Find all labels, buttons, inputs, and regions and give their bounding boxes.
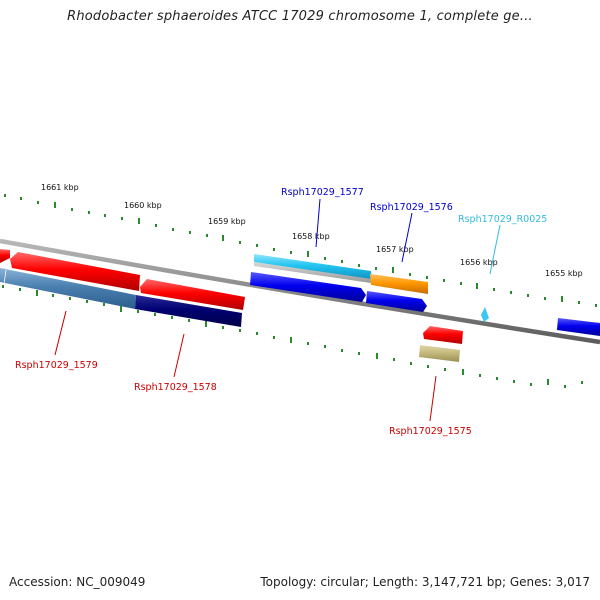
ruler-label-1658: 1658 kbp bbox=[292, 232, 330, 241]
ruler-label-1656: 1656 kbp bbox=[460, 258, 498, 267]
inner-ruler-ticks bbox=[2, 285, 583, 388]
gene-boundary-mark bbox=[3, 269, 7, 285]
gene-arrow-left-edge[interactable] bbox=[0, 249, 10, 263]
leader-line-1579 bbox=[54, 310, 67, 356]
ruler-label-1655: 1655 kbp bbox=[545, 269, 583, 278]
gene-arrow-olive[interactable] bbox=[419, 345, 460, 362]
gene-label-1575[interactable]: Rsph17029_1575 bbox=[389, 426, 472, 437]
leader-line-r0025 bbox=[489, 224, 501, 275]
chromosome-backbone bbox=[0, 238, 600, 345]
genome-summary-text: Topology: circular; Length: 3,147,721 bp… bbox=[260, 575, 590, 589]
gene-arrow-blue-3[interactable] bbox=[557, 318, 600, 336]
gene-arrow-trna[interactable] bbox=[481, 307, 489, 322]
gene-arrow-red-1[interactable] bbox=[10, 252, 140, 291]
map-title: Rhodobacter sphaeroides ATCC 17029 chrom… bbox=[67, 9, 533, 24]
leader-line-1578 bbox=[173, 333, 185, 378]
ruler-label-1657: 1657 kbp bbox=[376, 245, 414, 254]
gene-arrow-red-2[interactable] bbox=[140, 279, 245, 310]
gene-label-r0025[interactable]: Rsph17029_R0025 bbox=[458, 214, 547, 225]
gene-label-1577[interactable]: Rsph17029_1577 bbox=[281, 187, 364, 198]
gene-label-1576[interactable]: Rsph17029_1576 bbox=[370, 202, 453, 213]
outer-ruler-ticks bbox=[4, 194, 597, 307]
gene-arrow-steel[interactable] bbox=[0, 268, 136, 309]
leader-line-1577 bbox=[315, 198, 321, 248]
leader-line-1576 bbox=[401, 212, 413, 263]
gene-arrow-blue-2[interactable] bbox=[366, 291, 427, 312]
accession-text: Accession: NC_009049 bbox=[9, 575, 146, 589]
leader-line-1575 bbox=[429, 375, 437, 422]
ruler-label-1660: 1660 kbp bbox=[124, 201, 162, 210]
gene-arrow-grey[interactable] bbox=[254, 262, 372, 283]
ruler-label-1661: 1661 kbp bbox=[41, 183, 79, 192]
gene-arrow-cyan[interactable] bbox=[254, 254, 372, 280]
gene-arrow-orange[interactable] bbox=[370, 274, 428, 294]
gene-arrow-blue-1[interactable] bbox=[250, 272, 366, 302]
gene-label-1579[interactable]: Rsph17029_1579 bbox=[15, 360, 98, 371]
gene-label-1578[interactable]: Rsph17029_1578 bbox=[134, 382, 217, 393]
gene-arrow-red-3[interactable] bbox=[423, 326, 463, 344]
ruler-label-1659: 1659 kbp bbox=[208, 217, 246, 226]
gene-arrow-navy[interactable] bbox=[135, 295, 242, 327]
